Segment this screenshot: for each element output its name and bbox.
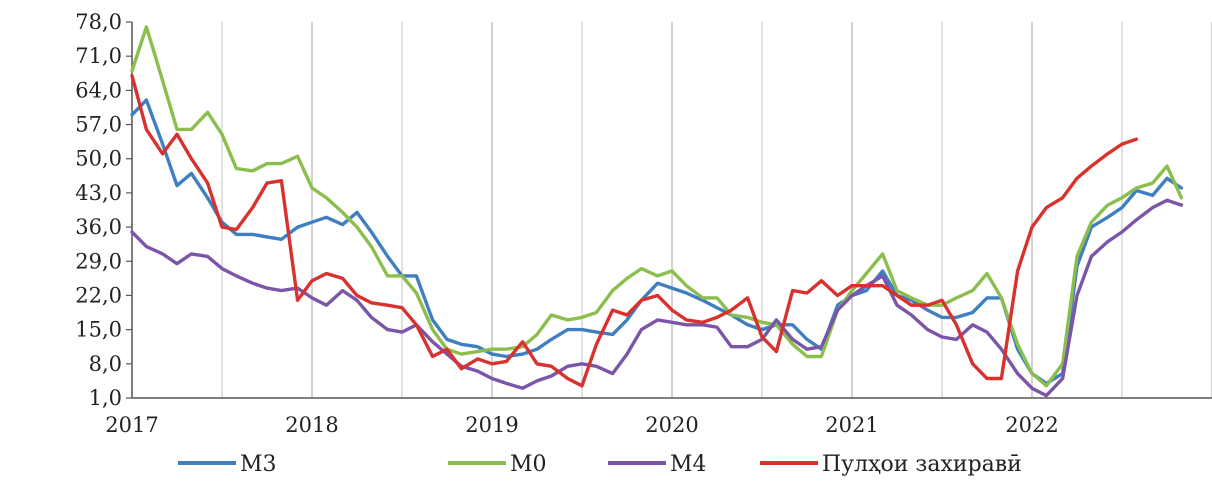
x-tick-label: 2022 <box>1005 413 1058 437</box>
y-tick-label: 36,0 <box>75 215 122 239</box>
series-line-2 <box>130 25 1184 388</box>
x-tick-label: 2019 <box>465 413 518 437</box>
y-tick-label: 78,0 <box>75 10 122 34</box>
y-tick-label: 57,0 <box>75 113 122 137</box>
x-tick-label: 2020 <box>645 413 698 437</box>
y-tick-label: 29,0 <box>75 249 122 273</box>
y-tick-label: 64,0 <box>75 78 122 102</box>
legend-label: Пулҳои захиравӣ <box>822 452 1022 477</box>
series-lines <box>130 25 1184 398</box>
y-tick-label: 8,0 <box>89 352 122 376</box>
x-tick-label: 2018 <box>285 413 338 437</box>
y-tick-label: 50,0 <box>75 147 122 171</box>
y-tick-label: 43,0 <box>75 181 122 205</box>
series-line-4 <box>130 74 1139 388</box>
legend-label: M4 <box>670 452 707 477</box>
legend: M3 M0 M4 Пулҳои захиравӣ <box>178 452 1022 477</box>
legend-label: M0 <box>510 452 547 477</box>
y-tick-label: 22,0 <box>75 283 122 307</box>
x-tick-label: 2021 <box>825 413 878 437</box>
y-tick-label: 71,0 <box>75 44 122 68</box>
y-tick-label: 15,0 <box>75 318 122 342</box>
x-axis-ticks: 2017 2018 2019 2020 2021 2022 <box>105 413 1058 437</box>
legend-label: M3 <box>240 452 277 477</box>
y-axis-ticks: 1,0 8,0 15,0 22,0 29,0 36,0 43,0 50,0 57,0 64,0 71… <box>75 10 132 410</box>
y-tick-label: 1,0 <box>89 386 122 410</box>
x-tick-label: 2017 <box>105 413 158 437</box>
series-line-3 <box>130 198 1184 398</box>
axes <box>131 22 1212 399</box>
